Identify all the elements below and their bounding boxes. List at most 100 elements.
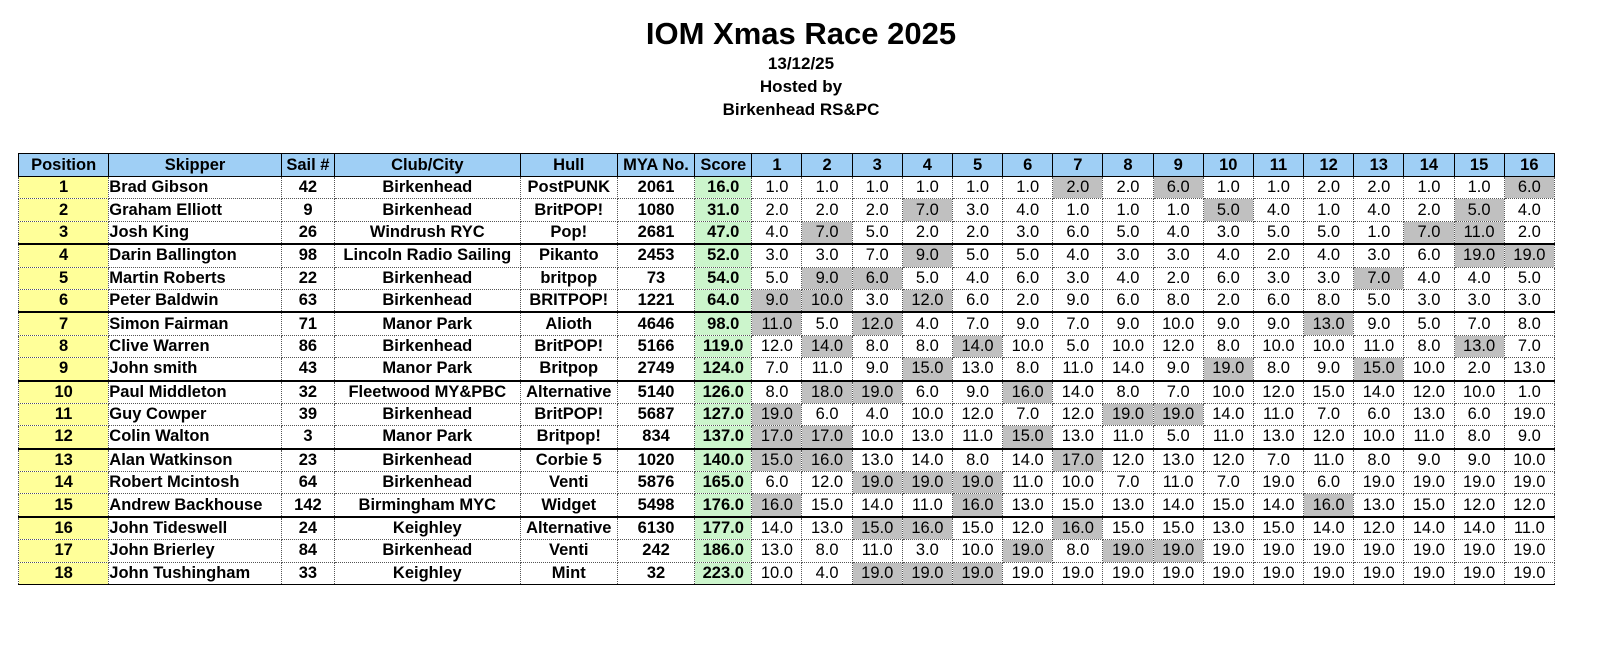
column-header[interactable]: Skipper	[108, 153, 282, 177]
hull-cell: britpop	[519, 266, 618, 290]
skipper-cell: Darin Ballington	[108, 243, 282, 268]
race-result-cell: 8.0	[1002, 357, 1054, 382]
column-header[interactable]: 8	[1102, 153, 1154, 177]
mya-number-cell: 2749	[616, 357, 696, 382]
race-result-cell: 7.0	[851, 243, 903, 268]
race-result-cell: 1.0	[751, 175, 803, 200]
race-result-cell: 19.0	[1152, 402, 1204, 427]
race-result-cell: 19.0	[901, 471, 953, 495]
mya-number-cell: 5140	[616, 379, 696, 404]
race-result-cell: 19.0	[851, 379, 903, 404]
race-result-cell: 8.0	[801, 539, 853, 563]
race-result-cell: 1.0	[1202, 175, 1254, 200]
race-result-cell: 19.0	[901, 561, 953, 586]
column-header[interactable]: Club/City	[334, 153, 521, 177]
race-result-cell: 9.0	[1503, 425, 1556, 450]
race-result-cell: 9.0	[851, 357, 903, 382]
hull-cell: Alternative	[519, 515, 618, 541]
race-result-cell: 11.0	[901, 493, 953, 518]
mya-number-cell: 6130	[616, 515, 696, 541]
race-result-cell: 3.0	[901, 539, 953, 563]
race-result-cell: 7.0	[1453, 311, 1505, 336]
column-header[interactable]: 3	[851, 153, 903, 177]
race-result-cell: 10.0	[1303, 334, 1355, 359]
column-header[interactable]: 9	[1152, 153, 1204, 177]
race-result-cell: 14.0	[1152, 493, 1204, 518]
sail-number-cell: 26	[280, 220, 336, 245]
column-header[interactable]: 7	[1052, 153, 1104, 177]
column-header[interactable]: 15	[1453, 153, 1505, 177]
race-result-cell: 12.0	[1353, 515, 1405, 541]
column-header[interactable]: 4	[901, 153, 953, 177]
race-result-cell: 3.0	[1353, 243, 1405, 268]
column-header[interactable]: Score	[694, 153, 753, 177]
race-result-cell: 19.0	[1403, 471, 1455, 495]
skipper-cell: Clive Warren	[108, 334, 282, 359]
sail-number-cell: 42	[280, 175, 336, 200]
race-result-cell: 6.0	[801, 402, 853, 427]
race-result-cell: 19.0	[1353, 471, 1405, 495]
race-result-cell: 5.0	[1052, 334, 1104, 359]
race-result-cell: 8.0	[1453, 425, 1505, 450]
mya-number-cell: 242	[616, 539, 696, 563]
hull-cell: Pop!	[519, 220, 618, 245]
race-result-cell: 10.0	[1503, 447, 1556, 473]
mya-number-cell: 2453	[616, 243, 696, 268]
race-result-cell: 9.0	[1353, 311, 1405, 336]
skipper-cell: Simon Fairman	[108, 311, 282, 336]
table-row: 4 Darin Ballington 98 Lincoln Radio Sailing…	[17, 243, 1556, 268]
race-result-cell: 12.0	[1202, 447, 1254, 473]
column-header[interactable]: 2	[801, 153, 853, 177]
mya-number-cell: 834	[616, 425, 696, 450]
race-result-cell: 2.0	[1503, 220, 1556, 245]
race-result-cell: 19.0	[1002, 539, 1054, 563]
skipper-cell: John Tushingham	[108, 561, 282, 586]
race-result-cell: 17.0	[801, 425, 853, 450]
race-result-cell: 9.0	[1252, 311, 1305, 336]
race-result-cell: 5.0	[1453, 198, 1505, 222]
column-header[interactable]: 14	[1403, 153, 1455, 177]
mya-number-cell: 5166	[616, 334, 696, 359]
skipper-cell: Brad Gibson	[108, 175, 282, 200]
column-header[interactable]: 13	[1353, 153, 1405, 177]
race-result-cell: 4.0	[1202, 243, 1254, 268]
column-header[interactable]: 10	[1202, 153, 1254, 177]
column-header[interactable]: Hull	[519, 153, 618, 177]
race-result-cell: 5.0	[1102, 220, 1154, 245]
race-result-cell: 16.0	[751, 493, 803, 518]
race-result-cell: 9.0	[1002, 311, 1054, 336]
race-result-cell: 14.0	[1002, 447, 1054, 473]
race-result-cell: 19.0	[851, 471, 903, 495]
race-result-cell: 6.0	[851, 266, 903, 290]
race-result-cell: 3.0	[1453, 288, 1505, 313]
race-result-cell: 7.0	[901, 198, 953, 222]
column-header[interactable]: Sail #	[280, 153, 336, 177]
column-header[interactable]: 1	[751, 153, 803, 177]
race-result-cell: 13.0	[1002, 493, 1054, 518]
column-header[interactable]: 6	[1002, 153, 1054, 177]
column-header[interactable]: 16	[1503, 153, 1556, 177]
column-header[interactable]: 5	[951, 153, 1004, 177]
column-header[interactable]: MYA No.	[616, 153, 696, 177]
sail-number-cell: 71	[280, 311, 336, 336]
race-result-cell: 13.0	[1202, 515, 1254, 541]
column-header[interactable]: 12	[1303, 153, 1355, 177]
race-result-cell: 19.0	[1503, 471, 1556, 495]
hull-cell: Pikanto	[519, 243, 618, 268]
mya-number-cell: 1020	[616, 447, 696, 473]
race-result-cell: 15.0	[1303, 379, 1355, 404]
mya-number-cell: 2681	[616, 220, 696, 245]
column-header[interactable]: 11	[1252, 153, 1305, 177]
race-result-cell: 19.0	[1453, 471, 1505, 495]
club-cell: Keighley	[334, 515, 521, 541]
race-result-cell: 2.0	[1353, 175, 1405, 200]
race-result-cell: 14.0	[1052, 379, 1104, 404]
race-result-cell: 9.0	[1202, 311, 1254, 336]
race-result-cell: 14.0	[1303, 515, 1355, 541]
race-result-cell: 13.0	[1252, 425, 1305, 450]
hull-cell: BritPOP!	[519, 198, 618, 222]
column-header[interactable]: Position	[17, 153, 110, 177]
race-result-cell: 13.0	[1052, 425, 1104, 450]
race-result-cell: 19.0	[1052, 561, 1104, 586]
race-result-cell: 1.0	[1453, 175, 1505, 200]
